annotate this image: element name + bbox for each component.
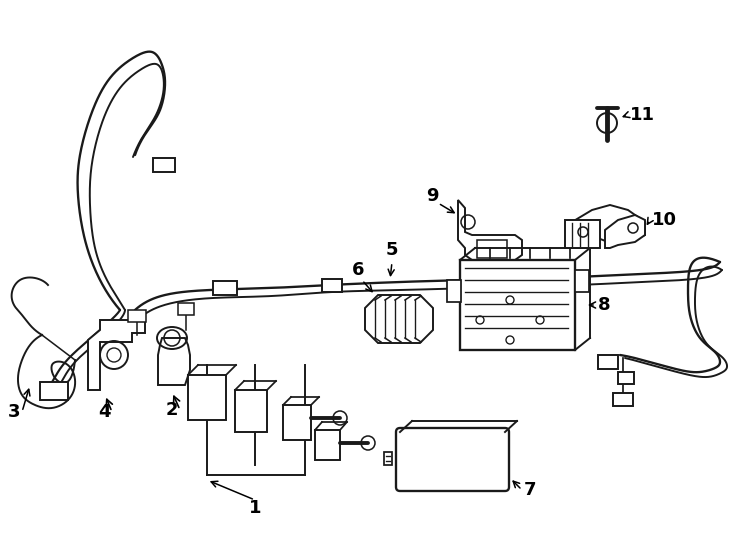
FancyBboxPatch shape (460, 260, 575, 350)
FancyBboxPatch shape (153, 158, 175, 172)
Text: 8: 8 (598, 296, 611, 314)
Polygon shape (458, 200, 522, 260)
FancyBboxPatch shape (283, 405, 311, 440)
FancyBboxPatch shape (178, 303, 194, 315)
FancyBboxPatch shape (322, 279, 342, 292)
Polygon shape (158, 338, 190, 385)
FancyBboxPatch shape (598, 355, 618, 369)
FancyBboxPatch shape (618, 372, 634, 384)
FancyBboxPatch shape (477, 240, 507, 258)
Text: 6: 6 (352, 261, 364, 279)
Text: 5: 5 (386, 241, 399, 259)
Text: 2: 2 (166, 401, 178, 419)
Text: 4: 4 (98, 403, 110, 421)
Polygon shape (384, 452, 392, 465)
Text: 11: 11 (630, 106, 655, 124)
Text: 1: 1 (249, 499, 261, 517)
FancyBboxPatch shape (213, 281, 237, 295)
FancyBboxPatch shape (447, 280, 461, 302)
FancyBboxPatch shape (575, 270, 589, 292)
FancyBboxPatch shape (396, 428, 509, 491)
FancyBboxPatch shape (128, 310, 146, 322)
Text: 9: 9 (426, 187, 438, 205)
FancyBboxPatch shape (188, 375, 226, 420)
Text: 7: 7 (524, 481, 537, 499)
Polygon shape (605, 215, 645, 248)
FancyBboxPatch shape (235, 390, 267, 432)
FancyBboxPatch shape (315, 430, 340, 460)
Text: 10: 10 (652, 211, 677, 229)
FancyBboxPatch shape (613, 393, 633, 406)
FancyBboxPatch shape (565, 220, 600, 248)
Polygon shape (572, 205, 645, 245)
Text: 3: 3 (8, 403, 21, 421)
FancyBboxPatch shape (40, 382, 68, 400)
Polygon shape (88, 320, 145, 390)
Polygon shape (365, 295, 433, 343)
